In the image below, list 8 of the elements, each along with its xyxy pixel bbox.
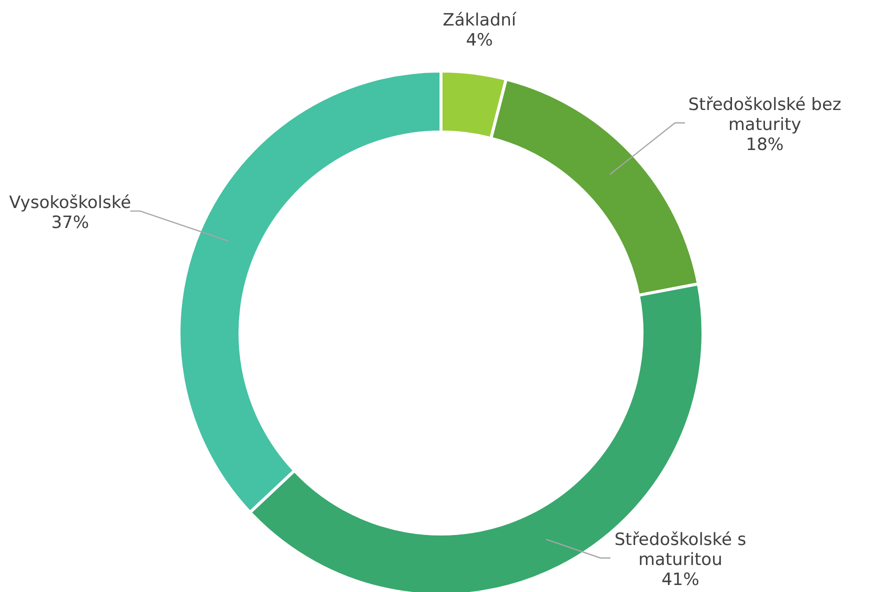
slice-label: Středoškolské bez maturity	[688, 94, 842, 135]
data-label: 18%	[746, 134, 784, 155]
data-label: 4%	[466, 30, 493, 50]
data-label: 41%	[661, 570, 700, 590]
slice-label: Základní	[442, 10, 518, 30]
slice-label: Středoškolské s maturitou	[614, 530, 746, 570]
data-label: 37%	[51, 213, 89, 234]
slice-label: Vysokoškolské	[9, 193, 132, 214]
